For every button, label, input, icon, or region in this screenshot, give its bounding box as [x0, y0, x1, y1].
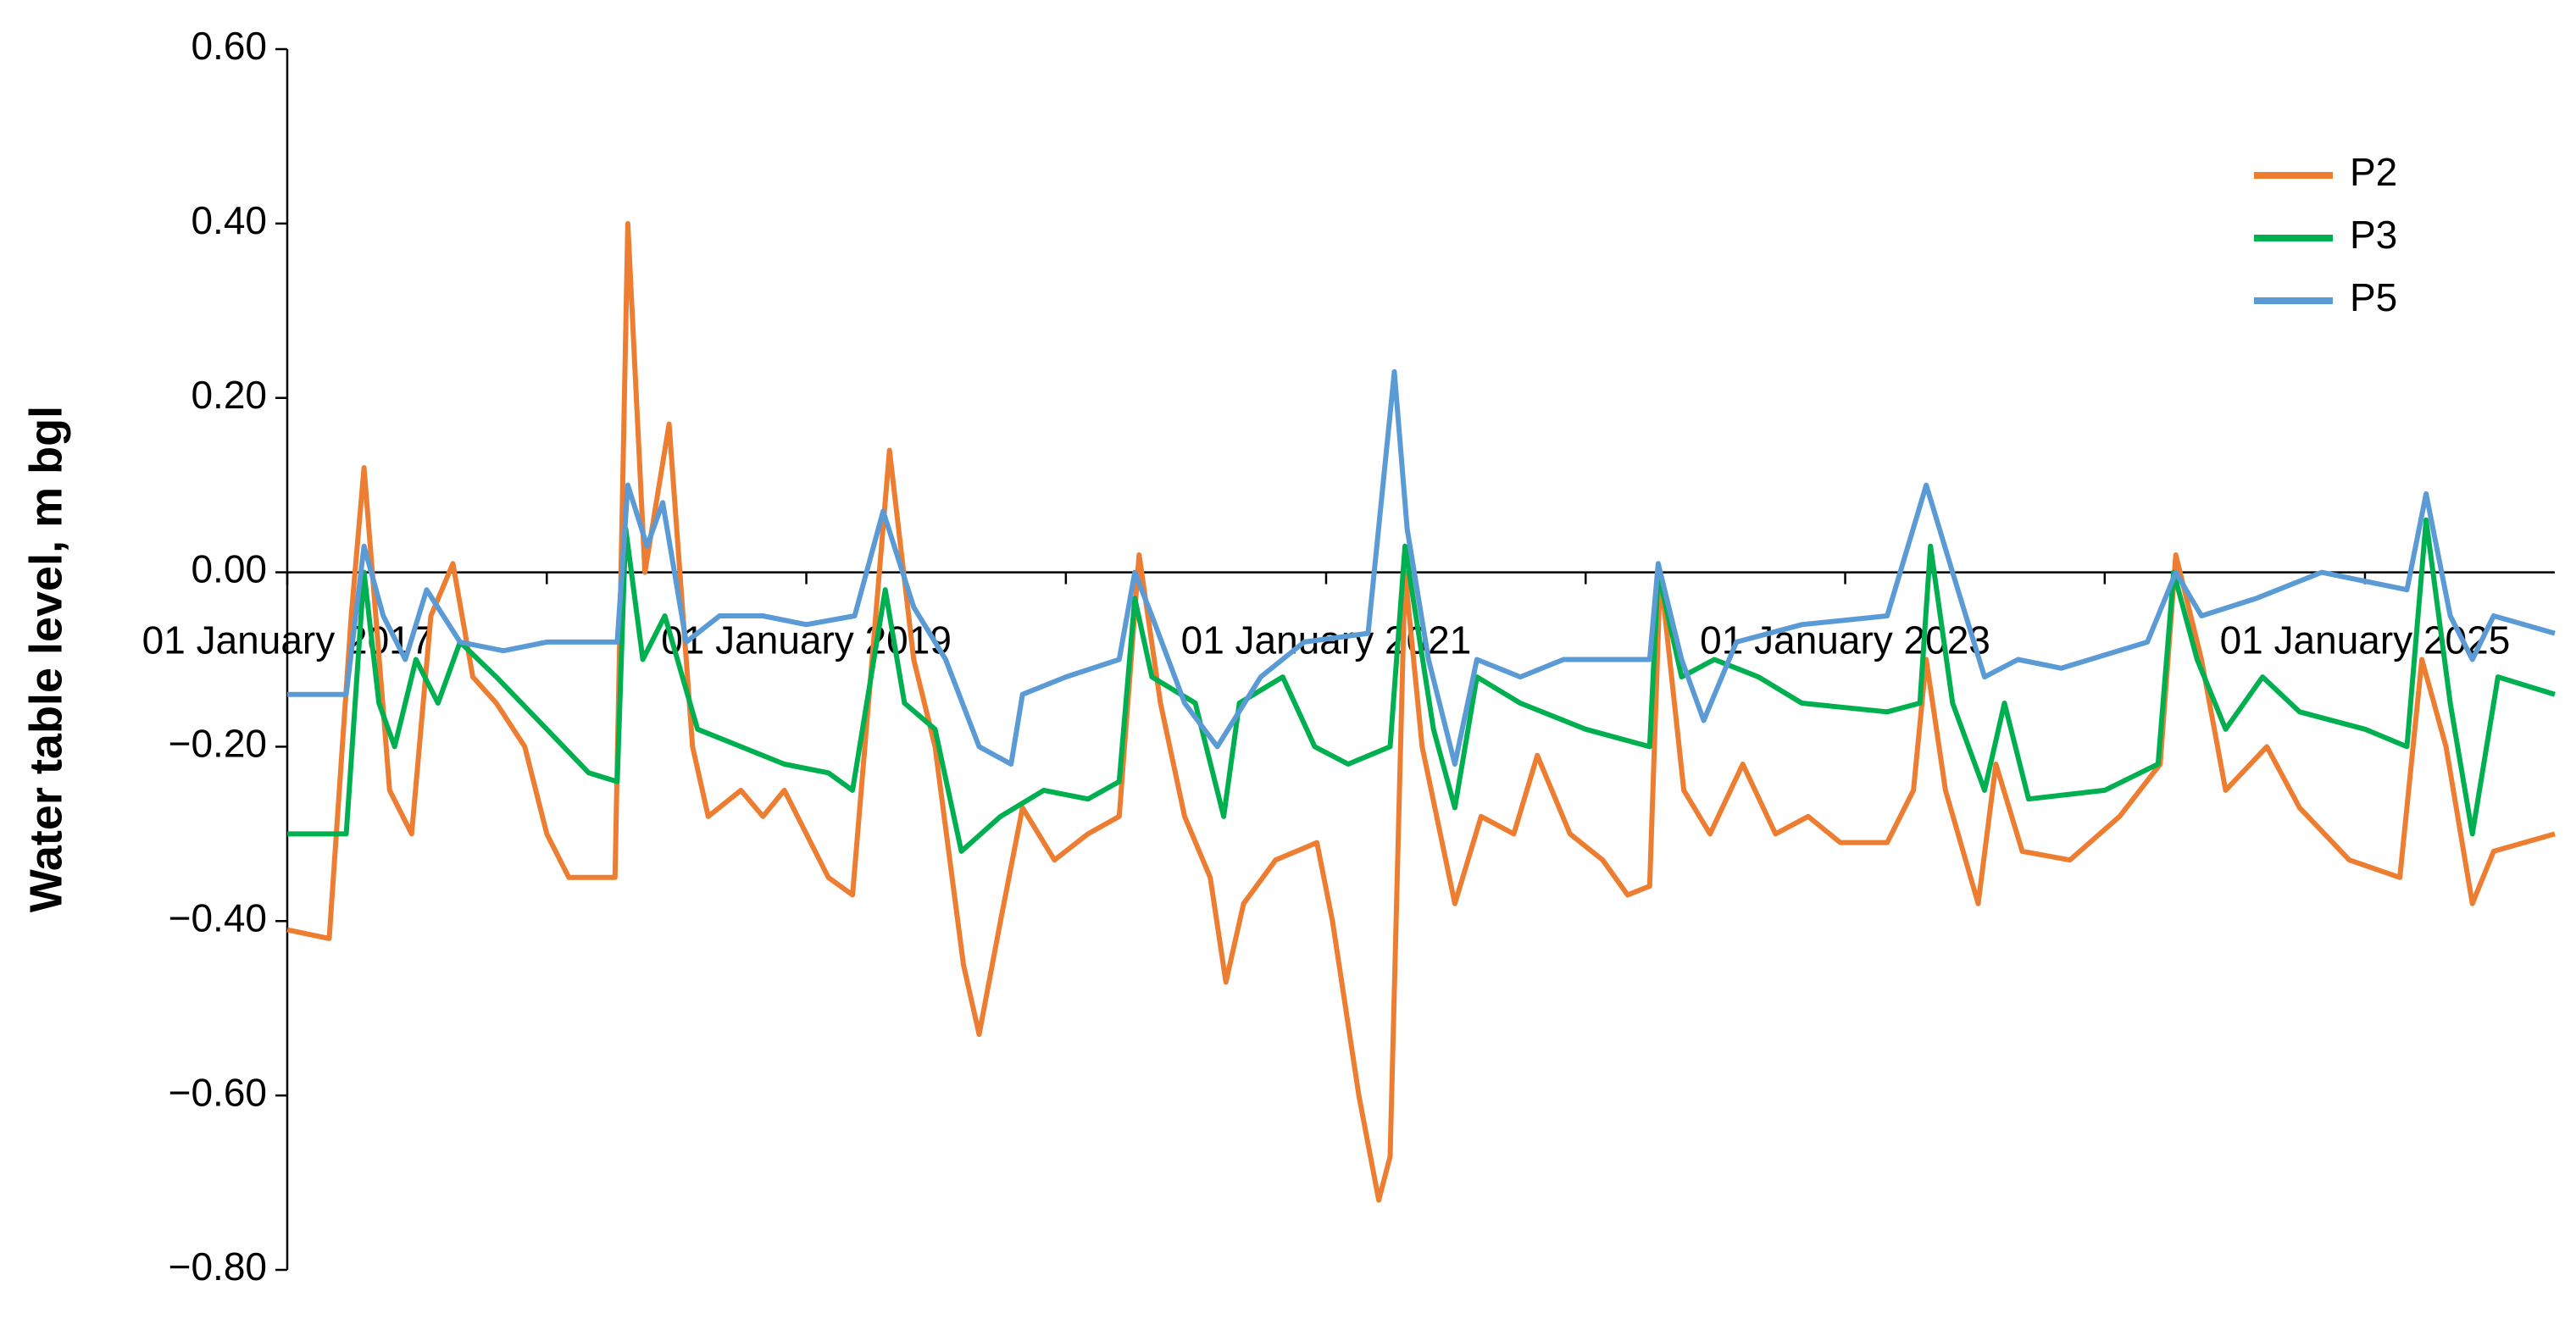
x-tick-label: 01 January 2025	[2220, 618, 2511, 662]
y-tick-label: 0.00	[191, 547, 267, 591]
line-series	[287, 369, 2556, 767]
y-tick-label: 0.20	[191, 373, 267, 417]
y-tick-label: −0.60	[169, 1070, 267, 1114]
line-series	[287, 517, 2556, 854]
y-tick-label: −0.20	[169, 722, 267, 766]
legend-label: P3	[2350, 213, 2397, 257]
x-tick-label: 01 January 2017	[142, 618, 433, 662]
y-tick-label: −0.40	[169, 895, 267, 939]
line-series	[286, 220, 2556, 1203]
y-tick-label: −0.80	[169, 1244, 267, 1289]
y-tick-label: 0.60	[191, 24, 267, 68]
legend-label: P5	[2350, 275, 2397, 319]
y-tick-label: 0.40	[191, 198, 267, 242]
legend-label: P2	[2350, 150, 2397, 194]
y-axis-title: Water table level, m bgl	[20, 406, 71, 912]
